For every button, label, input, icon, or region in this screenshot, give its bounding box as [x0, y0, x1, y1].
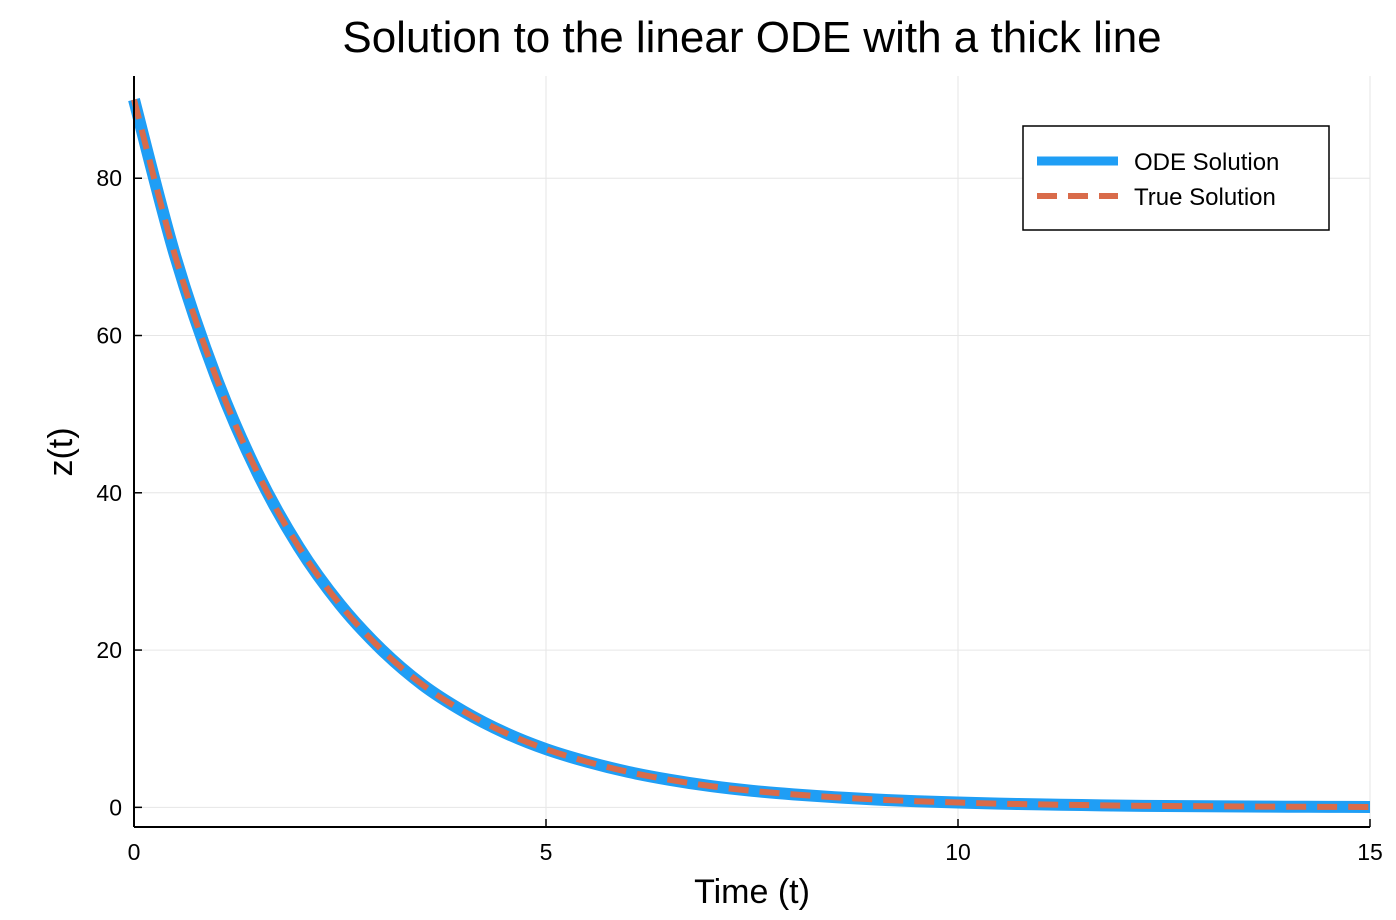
axes-layer: [133, 76, 1370, 828]
series-layer: [128, 98, 1371, 813]
y-tick-label: 80: [96, 165, 122, 191]
y-axis-label: z(t): [42, 427, 80, 476]
legend-box: [1022, 125, 1330, 231]
y-tick-label: 60: [96, 323, 122, 349]
ticks-layer: 0 5 10 15 0 20 40 60 80: [96, 165, 1382, 865]
y-tick-label: 0: [109, 794, 122, 820]
x-tick-label: 5: [540, 839, 553, 865]
x-tick-label: 10: [945, 839, 971, 865]
series-line-true-solution: [131, 98, 1371, 810]
legend-label-ode-solution: ODE Solution: [1134, 149, 1279, 176]
x-axis-label: Time (t): [694, 873, 810, 911]
y-tick-label: 20: [96, 637, 122, 663]
chart-title: Solution to the linear ODE with a thick …: [342, 13, 1161, 62]
x-tick-label: 15: [1357, 839, 1383, 865]
legend-label-true-solution: True Solution: [1134, 184, 1276, 211]
x-tick-label: 0: [128, 839, 141, 865]
y-tick-label: 40: [96, 480, 122, 506]
legend: ODE Solution True Solution: [1022, 125, 1330, 231]
